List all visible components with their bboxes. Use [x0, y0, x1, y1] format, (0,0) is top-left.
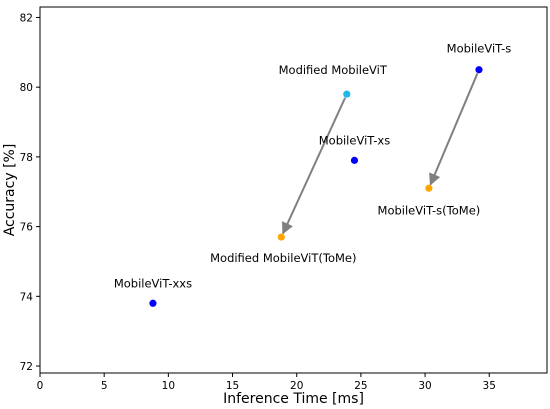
point-label: MobileViT-xxs — [114, 276, 192, 290]
point-label: Modified MobileViT(ToMe) — [210, 251, 356, 265]
points-layer — [149, 66, 483, 307]
data-point — [425, 184, 433, 192]
y-tick-label: 74 — [20, 291, 34, 303]
point-label: MobileViT-s — [447, 42, 512, 56]
data-point — [277, 233, 285, 241]
point-label: MobileViT-s(ToMe) — [378, 203, 481, 217]
data-point — [475, 66, 483, 74]
data-point — [343, 90, 351, 98]
x-tick-label: 10 — [162, 380, 175, 392]
y-tick-label: 78 — [20, 152, 33, 164]
point-label: Modified MobileViT — [279, 63, 388, 77]
x-tick-label: 25 — [354, 380, 367, 392]
y-tick-label: 72 — [20, 361, 33, 373]
plot-frame — [39, 6, 548, 374]
x-tick-label: 30 — [418, 380, 431, 392]
y-axis-label: Accuracy [%] — [2, 144, 18, 237]
y-axis-ticks: 72 74 76 78 80 82 — [20, 12, 40, 373]
y-tick-label: 76 — [20, 222, 34, 234]
x-tick-label: 0 — [37, 380, 44, 392]
transition-arrow — [282, 97, 347, 235]
point-label: MobileViT-xs — [319, 133, 390, 147]
data-point — [350, 156, 359, 164]
x-axis-ticks: 0 5 10 15 20 25 30 35 — [37, 373, 496, 392]
x-tick-label: 20 — [290, 380, 303, 392]
arrows-layer — [282, 73, 479, 235]
x-tick-label: 5 — [101, 380, 108, 392]
x-tick-label: 35 — [483, 380, 496, 392]
y-tick-label: 82 — [20, 12, 33, 24]
x-axis-label: Inference Time [ms] — [223, 391, 364, 407]
data-point — [149, 299, 157, 307]
x-tick-label: 15 — [226, 380, 239, 392]
transition-arrow — [429, 73, 479, 186]
y-tick-label: 80 — [20, 82, 33, 94]
point-labels-layer: MobileViT-xxs MobileViT-xs MobileViT-s Modi… — [114, 42, 511, 291]
